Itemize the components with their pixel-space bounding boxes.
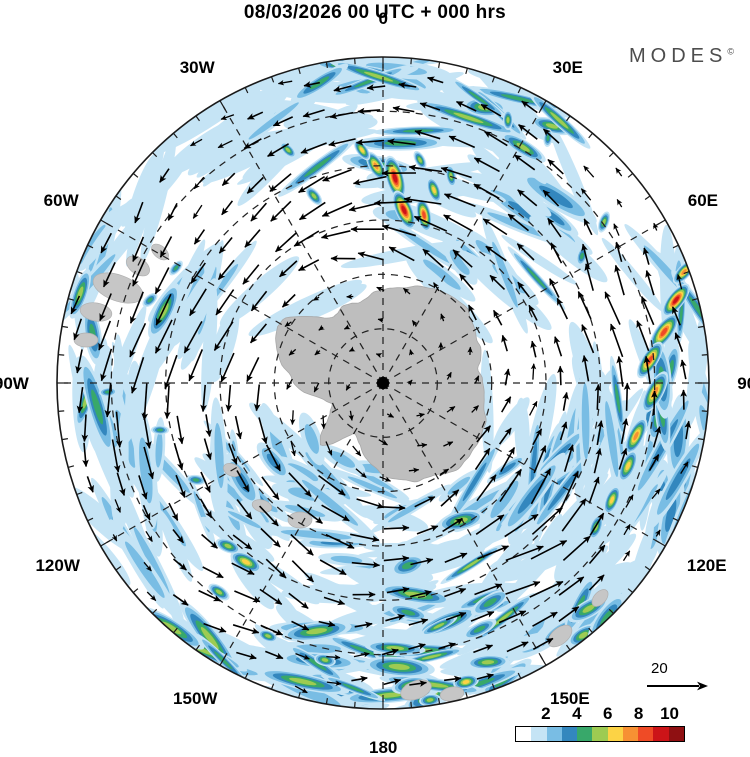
colorbar-tick-2: 2 [541,704,550,724]
rim-tick [355,702,356,708]
longitude-label-30e: 30E [553,59,583,76]
wind-vector [470,347,471,355]
longitude-label-90e: 90E [737,375,750,392]
wind-vector [384,528,409,529]
wind-vector [627,383,628,411]
rim-tick [58,355,64,356]
wind-scale-value: 20 [651,660,668,677]
rim-tick [411,702,412,708]
land-fragment [74,333,98,347]
longitude-label-60w: 60W [44,192,79,209]
field-contour-blob [503,110,513,130]
colorbar-band-4 [577,727,592,741]
land-fragment [288,512,312,528]
longitude-label-120e: 120E [687,557,727,574]
longitude-label-30w: 30W [180,59,215,76]
longitude-label-180: 180 [369,739,397,756]
longitude-label-150w: 150W [173,690,217,707]
colorbar-band-0 [516,727,531,741]
rim-tick [411,58,412,64]
rim-tick [355,58,356,64]
wind-scale-key: 20 [645,660,725,700]
rim-tick [702,355,708,356]
wind-vector [560,366,561,385]
wind-vector [292,410,293,424]
colorbar-band-8 [638,727,653,741]
longitude-label-120w: 120W [35,557,79,574]
colorbar-band-5 [592,727,607,741]
colorbar-tick-10: 10 [660,704,679,724]
colorbar-band-6 [608,727,623,741]
colorbar-band-7 [623,727,638,741]
colorbar-band-3 [562,727,577,741]
longitude-label-90w: 90W [0,375,29,392]
wind-vector [654,391,655,415]
colorbar-band-10 [669,727,684,741]
colorbar-tick-8: 8 [634,704,643,724]
wind-vector [533,364,534,380]
colorbar-band-2 [547,727,562,741]
wind-vector [597,385,598,410]
colorbar [515,726,685,742]
colorbar-band-9 [653,727,668,741]
colorbar-tick-6: 6 [603,704,612,724]
longitude-label-60e: 60E [688,192,718,209]
rim-tick [58,411,64,412]
south-pole-dot [377,377,389,389]
rim-tick [702,411,708,412]
wind-vector [323,415,324,428]
colorbar-band-1 [531,727,546,741]
colorbar-tick-4: 4 [572,704,581,724]
longitude-label-0: 0 [379,10,388,27]
colorbar-tick-labels: 2 4 6 8 10 [515,704,685,726]
